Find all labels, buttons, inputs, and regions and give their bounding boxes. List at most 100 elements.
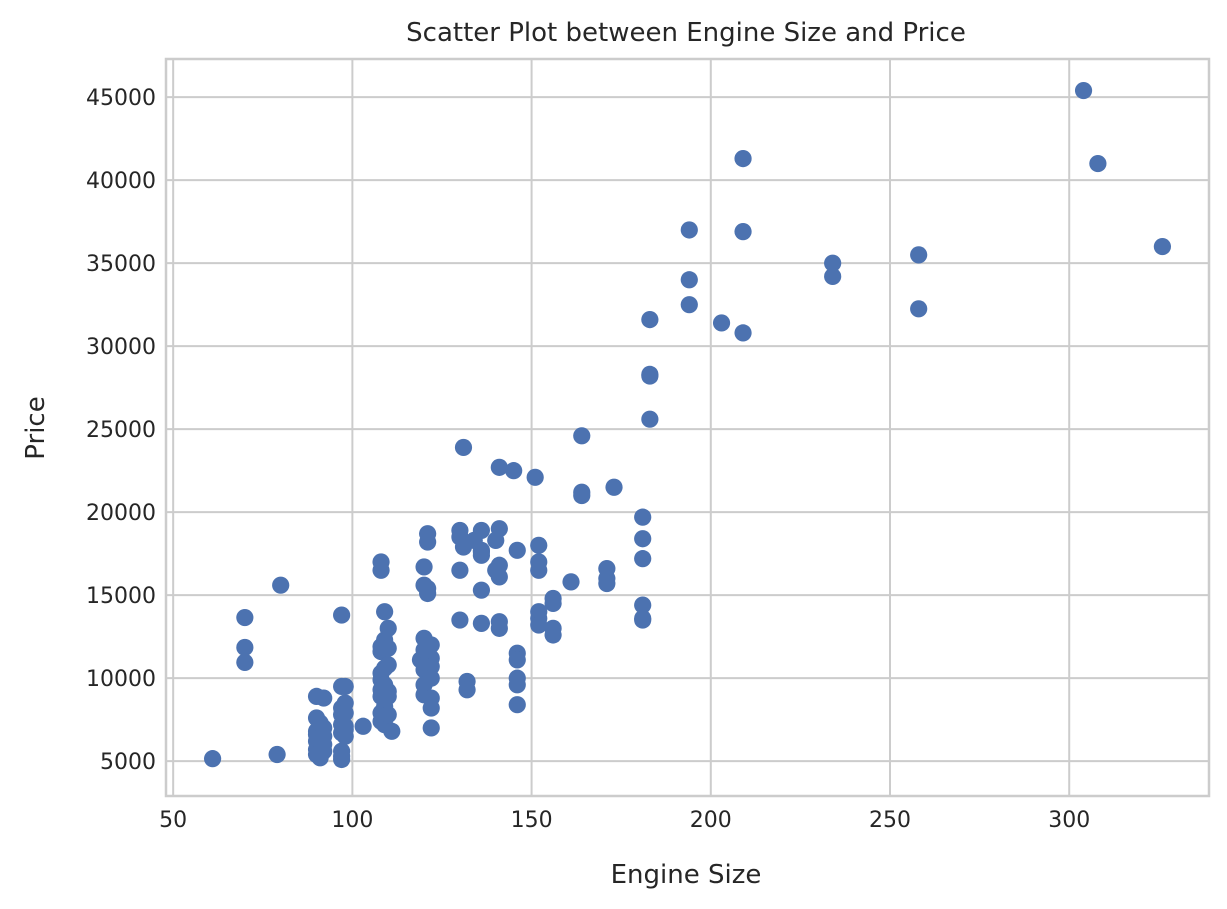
data-point [419,579,437,598]
data-point [454,438,473,457]
y-tick-label: 35000 [86,252,156,277]
data-point [333,742,351,760]
data-point [530,616,548,634]
x-tick-label: 100 [331,808,373,833]
data-point [544,594,562,613]
data-point [530,536,548,554]
data-point [544,626,562,644]
data-point [333,606,351,624]
data-point [680,221,698,239]
data-points [203,81,1172,769]
data-point [712,314,731,332]
data-point [634,550,652,568]
data-point [490,520,508,538]
data-point [472,543,491,561]
data-point [422,669,440,687]
data-point [734,223,752,241]
x-tick-label: 150 [511,808,553,833]
data-point [634,611,652,629]
data-point [472,581,491,599]
y-tick-label: 40000 [86,169,156,194]
data-point [1089,154,1107,173]
data-point [336,677,354,696]
data-point [379,706,397,724]
data-point [451,561,469,579]
y-tick-label: 30000 [86,335,156,360]
data-point [379,687,397,706]
data-point [680,271,698,289]
data-point [734,149,752,168]
x-tick-label: 250 [869,808,911,833]
data-point [634,530,652,548]
data-point [236,653,254,671]
data-point [734,324,752,342]
x-tick-label: 200 [690,808,732,833]
data-point [458,681,476,699]
y-tick-label: 25000 [86,418,156,443]
data-point [451,611,469,629]
data-point [526,468,544,486]
chart-title: Scatter Plot between Engine Size and Pri… [406,18,966,48]
data-point [372,561,390,579]
data-point [505,462,523,480]
data-point [641,367,659,385]
data-point [419,533,437,551]
data-point [1153,237,1172,256]
data-point [383,722,401,740]
data-point [236,608,254,627]
data-point [236,638,254,657]
data-point [490,619,508,637]
data-point [562,573,580,591]
y-tick-label: 5000 [100,750,156,775]
data-point [354,717,372,735]
data-point [336,704,354,722]
y-tick-label: 20000 [86,501,156,526]
data-point [379,639,397,657]
data-point [641,410,659,428]
x-tick-label: 300 [1048,808,1090,833]
data-point [415,558,433,576]
data-point [508,696,526,714]
data-point [824,254,842,272]
data-point [379,656,397,674]
data-point [315,742,333,760]
y-tick-label: 10000 [86,667,156,692]
data-point [422,719,440,737]
data-point [490,458,508,476]
data-point [472,614,491,632]
data-point [1074,81,1093,100]
data-point [376,603,394,621]
data-point [634,596,652,614]
y-tick-label: 45000 [86,86,156,111]
data-point [336,721,354,739]
data-point [605,478,623,496]
data-point [268,745,286,764]
data-point [272,576,290,594]
x-grid [172,59,1071,796]
x-tick-labels: 50 100 150 200 250 300 [159,808,1090,833]
data-point [379,619,397,637]
y-tick-label: 15000 [86,584,156,609]
data-point [824,267,842,286]
data-point [530,561,548,579]
y-axis-label: Price [21,396,51,459]
data-point [641,311,659,329]
plot-frame [164,57,1211,798]
data-point [508,651,526,669]
data-point [422,636,440,654]
data-point [203,750,222,768]
x-axis-label: Engine Size [611,860,762,890]
data-point [680,296,698,314]
data-point [472,521,491,540]
data-point [910,246,928,264]
data-point [508,676,526,694]
data-point [910,300,928,318]
data-point [573,427,591,445]
data-point [422,699,440,717]
y-tick-labels: 5000 10000 15000 20000 25000 30000 35000 40000 4… [86,86,156,775]
y-grid [166,96,1209,763]
data-point [573,486,591,505]
x-tick-label: 50 [159,808,187,833]
data-point [508,541,526,559]
